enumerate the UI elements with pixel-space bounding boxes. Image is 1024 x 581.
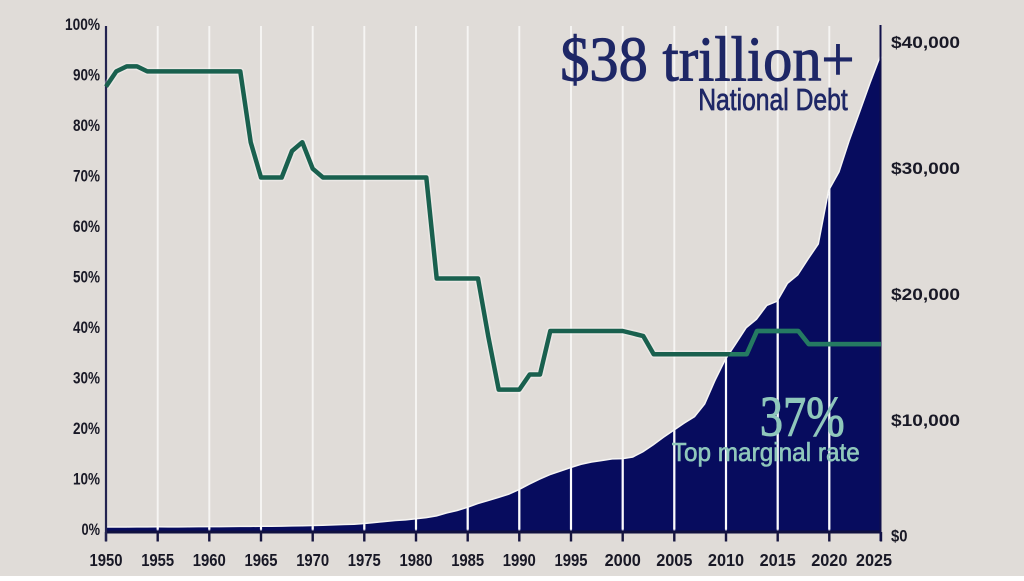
svg-text:$0: $0: [891, 527, 908, 546]
svg-text:$20,000: $20,000: [891, 285, 960, 304]
svg-text:2020: 2020: [811, 550, 847, 570]
svg-text:0%: 0%: [82, 520, 101, 539]
svg-text:10%: 10%: [73, 470, 100, 489]
svg-text:20%: 20%: [73, 419, 100, 438]
svg-text:$40,000: $40,000: [891, 33, 960, 52]
svg-text:60%: 60%: [73, 217, 100, 236]
svg-text:37%: 37%: [760, 386, 845, 449]
svg-text:1985: 1985: [451, 550, 484, 570]
svg-text:2010: 2010: [708, 550, 744, 570]
svg-text:80%: 80%: [73, 116, 100, 135]
svg-text:$30,000: $30,000: [891, 159, 960, 178]
svg-text:1955: 1955: [141, 550, 174, 570]
svg-text:1980: 1980: [400, 550, 433, 570]
svg-text:1975: 1975: [348, 550, 381, 570]
svg-text:40%: 40%: [73, 318, 100, 337]
svg-text:1970: 1970: [296, 550, 329, 570]
svg-text:2005: 2005: [656, 550, 693, 570]
svg-text:2025: 2025: [856, 550, 893, 570]
svg-text:$38 trillion+: $38 trillion+: [560, 24, 854, 95]
svg-text:1995: 1995: [555, 550, 588, 570]
svg-text:2000: 2000: [605, 550, 641, 570]
svg-text:2015: 2015: [760, 550, 797, 570]
svg-text:100%: 100%: [65, 15, 100, 34]
svg-text:50%: 50%: [73, 268, 100, 287]
svg-text:1960: 1960: [193, 550, 226, 570]
svg-text:1990: 1990: [503, 550, 536, 570]
svg-text:90%: 90%: [73, 66, 100, 85]
svg-text:National Debt: National Debt: [698, 82, 848, 117]
svg-text:1950: 1950: [90, 550, 123, 570]
svg-text:$10,000: $10,000: [891, 411, 960, 430]
svg-text:70%: 70%: [73, 167, 100, 186]
svg-text:30%: 30%: [73, 369, 100, 388]
svg-text:Top marginal rate: Top marginal rate: [672, 437, 860, 467]
svg-text:1965: 1965: [245, 550, 278, 570]
